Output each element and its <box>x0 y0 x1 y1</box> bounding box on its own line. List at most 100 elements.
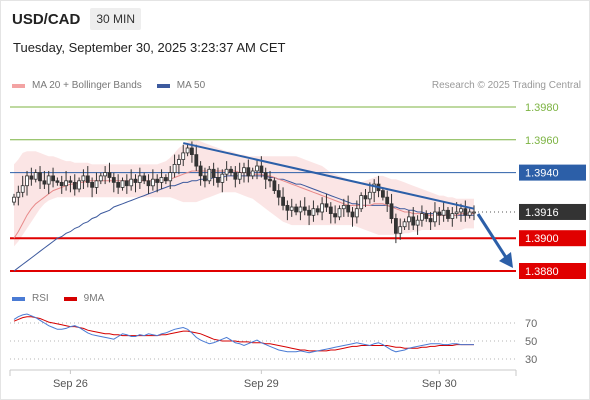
candle-body <box>107 172 112 178</box>
candle-body <box>172 163 177 173</box>
candle-body <box>194 154 199 167</box>
candle-body <box>333 213 338 218</box>
candle-body <box>81 175 86 182</box>
candle-body <box>38 172 42 182</box>
time-tick-label: Sep 30 <box>422 378 457 390</box>
candle-body <box>372 183 377 193</box>
candle-body <box>129 178 134 187</box>
candle-body <box>393 218 398 234</box>
candle-body <box>198 165 203 177</box>
forecast-arrow-shaft <box>476 213 509 260</box>
timestamp: Tuesday, September 30, 2025 3:23:37 AM C… <box>13 40 286 55</box>
candle-body <box>281 196 286 206</box>
level-tag-1-3880 <box>519 263 586 279</box>
rsi-ma-legend-label: 9MA <box>83 293 105 304</box>
candle-body <box>68 180 73 183</box>
candle-body <box>16 191 21 198</box>
chart-header: USD/CAD 30 MIN <box>12 8 142 30</box>
candle-body <box>259 165 264 173</box>
candle-body <box>168 172 173 182</box>
timeframe-badge[interactable]: 30 MIN <box>90 8 142 30</box>
ma20-swatch <box>12 83 25 88</box>
rsi-tick-label: 30 <box>525 354 537 366</box>
ma50-legend-label: MA 50 <box>176 80 206 91</box>
candle-body <box>346 204 351 213</box>
rsi-legend: RSI 9MA <box>12 293 119 304</box>
last-price-tag <box>519 203 586 220</box>
ma50-swatch <box>156 83 170 88</box>
candle-body <box>202 175 207 182</box>
level-label-1-3980: 1.3980 <box>525 102 559 114</box>
candle-body <box>181 152 186 160</box>
candle-body <box>233 172 238 180</box>
candle-body <box>432 211 437 223</box>
rsi-tick-label: 50 <box>525 336 537 348</box>
candle-body <box>150 178 155 187</box>
level-tag-1-3940 <box>519 164 586 181</box>
candle-body <box>289 206 294 211</box>
candle-body <box>64 180 68 187</box>
candle-body <box>124 180 129 187</box>
candle-body <box>255 165 259 172</box>
candle-body <box>294 206 299 213</box>
candle-body <box>189 147 194 155</box>
candle-body <box>428 218 433 223</box>
candle-body <box>311 208 316 216</box>
candle-body <box>120 180 125 188</box>
candle-body <box>98 175 103 182</box>
candle-body <box>467 211 472 216</box>
candle-body <box>263 172 268 180</box>
candle-body <box>441 209 446 216</box>
candle-body <box>250 170 255 177</box>
level-label-1-3880: 1.3880 <box>525 266 559 278</box>
candle-body <box>463 208 468 216</box>
candle-body <box>159 177 164 183</box>
candle-body <box>380 190 385 198</box>
candle-body <box>302 206 307 211</box>
candle-body <box>450 213 455 219</box>
candle-body <box>51 175 55 182</box>
candle-body <box>220 173 225 183</box>
candle-body <box>472 211 476 214</box>
candle-body <box>341 204 346 210</box>
candle-body <box>85 175 90 183</box>
candle-body <box>55 180 60 183</box>
candle-body <box>20 185 25 193</box>
rsi-ma-line <box>13 316 474 352</box>
candle-body <box>46 175 51 185</box>
candle-body <box>315 208 320 213</box>
candle-body <box>77 180 81 190</box>
research-credit: Research © 2025 Trading Central <box>431 80 581 91</box>
forecast-arrow-head <box>499 252 513 268</box>
candle-body <box>298 206 303 213</box>
rsi-legend-label: RSI <box>32 293 49 304</box>
candle-body <box>137 175 142 183</box>
candle-body <box>185 147 190 154</box>
time-tick-label: Sep 26 <box>53 378 88 390</box>
candle-body <box>142 175 147 182</box>
rsi-ma-swatch <box>63 296 77 301</box>
level-tag-1-3900 <box>519 230 586 247</box>
candle-body <box>402 221 407 228</box>
candle-body <box>229 168 233 174</box>
candles <box>12 141 476 244</box>
candle-body <box>354 208 359 218</box>
rsi-line <box>13 313 474 354</box>
candle-body <box>12 196 16 203</box>
candle-body <box>359 195 364 210</box>
last-price-label: 1.3916 <box>525 207 559 219</box>
candle-body <box>111 177 116 183</box>
candle-body <box>424 213 429 219</box>
candle-body <box>437 211 442 216</box>
candle-body <box>176 159 181 165</box>
candle-body <box>103 172 107 177</box>
candle-body <box>320 203 325 213</box>
candle-body <box>350 211 355 218</box>
candle-body <box>268 178 272 182</box>
descending-trendline <box>183 142 475 210</box>
candle-body <box>246 167 251 177</box>
candle-body <box>363 195 368 200</box>
candle-body <box>272 180 277 192</box>
candle-body <box>155 178 160 183</box>
